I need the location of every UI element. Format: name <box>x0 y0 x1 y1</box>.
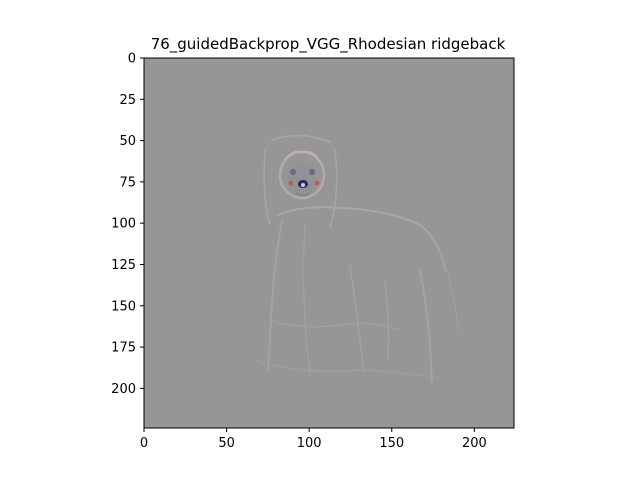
x-axis: 0 50 100 150 200 <box>140 428 487 451</box>
x-tick-label: 50 <box>218 436 235 451</box>
y-tick-label: 50 <box>119 134 136 149</box>
axes-frame <box>143 57 515 429</box>
image-background <box>144 58 514 428</box>
y-tick-label: 125 <box>111 258 136 273</box>
chart-title: 76_guidedBackprop_VGG_Rhodesian ridgebac… <box>151 35 506 54</box>
y-axis: 0 25 50 75 100 125 150 175 200 <box>111 52 144 397</box>
y-tick-label: 150 <box>111 299 136 314</box>
y-tick-label: 200 <box>111 382 136 397</box>
x-tick-label: 200 <box>462 436 487 451</box>
y-tick-label: 0 <box>128 52 136 67</box>
y-tick-label: 175 <box>111 341 136 356</box>
x-tick-label: 100 <box>297 436 322 451</box>
dog-head-detail <box>278 150 326 200</box>
saliency-image <box>144 58 514 428</box>
x-tick-label: 0 <box>140 436 148 451</box>
dog-silhouette-edges <box>254 134 459 386</box>
y-tick-label: 75 <box>119 175 136 190</box>
y-tick-label: 100 <box>111 217 136 232</box>
x-tick-label: 150 <box>379 436 404 451</box>
y-tick-label: 25 <box>119 93 136 108</box>
